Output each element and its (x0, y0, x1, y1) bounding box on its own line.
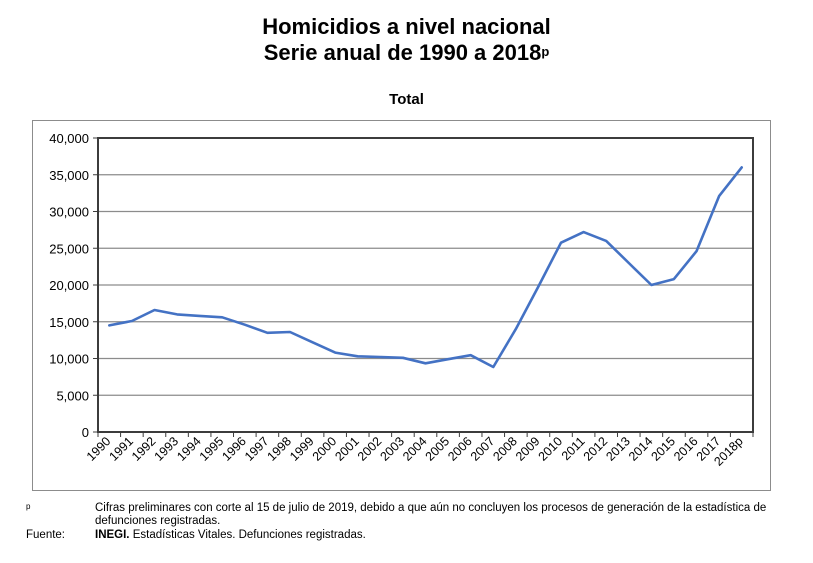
plot-area-frame (97, 137, 754, 433)
x-tick-label: 2000 (310, 434, 340, 464)
x-tick-label: 2009 (513, 434, 543, 464)
chart-subtitle: Total (389, 91, 424, 108)
y-tick-label: 25,000 (49, 241, 89, 256)
x-tick-label: 2006 (445, 434, 475, 464)
x-axis-ticks: 1990199119921993199419951996199719981999… (84, 432, 754, 469)
y-tick-label: 40,000 (49, 131, 89, 146)
x-tick-label: 1997 (242, 434, 272, 464)
chart-outer-frame (32, 120, 771, 491)
title-line2-text: Serie anual de 1990 a 2018 (263, 40, 542, 65)
x-tick-label: 2007 (468, 434, 498, 464)
x-tick-label: 2012 (581, 434, 611, 464)
x-tick-label: 1993 (152, 434, 182, 464)
footnote-text: Cifras preliminares con corte al 15 de j… (95, 502, 767, 527)
chart-title-line2: Serie anual de 1990 a 2018p (0, 40, 813, 66)
x-tick-label: 1999 (287, 434, 317, 464)
x-tick-label: 2001 (332, 434, 362, 464)
x-tick-label: 2002 (355, 434, 385, 464)
x-tick-label: 1991 (106, 434, 136, 464)
y-tick-label: 20,000 (49, 278, 89, 293)
x-tick-label: 1998 (265, 434, 295, 464)
x-tick-label: 2005 (423, 434, 453, 464)
x-tick-label: 2008 (490, 434, 520, 464)
x-tick-label: 1996 (219, 434, 249, 464)
title-superscript: p (541, 44, 550, 59)
x-tick-label: 2013 (603, 434, 633, 464)
source-label: Fuente: (26, 529, 65, 541)
x-tick-label: 2010 (536, 434, 566, 464)
x-tick-label: 1995 (197, 434, 227, 464)
y-tick-label: 10,000 (49, 352, 89, 367)
x-tick-label: 2003 (377, 434, 407, 464)
chart-title-line1: Homicidios a nivel nacional (262, 14, 551, 39)
source-text: INEGI. Estadísticas Vitales. Defunciones… (95, 529, 366, 542)
y-tick-label: 30,000 (49, 205, 89, 220)
x-tick-label: 2004 (400, 434, 430, 464)
x-tick-label: 2016 (671, 434, 701, 464)
y-tick-label: 0 (82, 425, 89, 440)
data-points (109, 167, 742, 367)
y-tick-label: 35,000 (49, 168, 89, 183)
y-axis-ticks: 0 5,000 10,000 15,000 20,000 25,000 30,000 35,0… (49, 131, 98, 440)
series-line-total (108, 166, 744, 369)
footnote-marker: p (26, 502, 31, 511)
gridlines (98, 174, 753, 396)
x-tick-label: 2014 (626, 434, 656, 464)
source-detail: Estadísticas Vitales. Defunciones regist… (129, 529, 366, 541)
x-tick-label: 2015 (649, 434, 679, 464)
y-tick-label: 15,000 (49, 315, 89, 330)
x-tick-label: 2011 (559, 434, 588, 463)
x-tick-label: 1994 (174, 434, 204, 464)
source-org: INEGI. (95, 529, 130, 541)
y-tick-label: 5,000 (56, 388, 89, 403)
x-tick-label: 1992 (129, 434, 159, 464)
